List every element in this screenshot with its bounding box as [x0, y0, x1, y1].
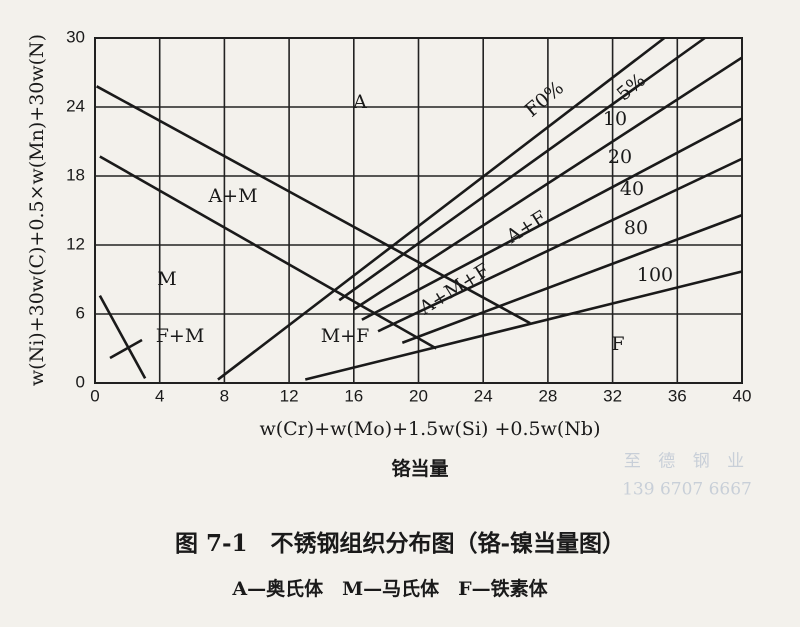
x-tick-label: 8: [220, 386, 229, 405]
region-label: F+M: [156, 325, 205, 347]
pointer: [109, 338, 143, 360]
boundary-line: [401, 213, 743, 344]
y-tick-label: 30: [66, 27, 85, 46]
watermark: 至 德 钢 业: [624, 452, 750, 472]
boundary-line: [95, 85, 531, 325]
series-label: 80: [624, 217, 648, 239]
region-label: A+M: [207, 185, 257, 207]
boundary-line: [98, 294, 147, 380]
y-tick-label: 12: [66, 234, 85, 253]
boundary-line: [377, 157, 743, 333]
region-label: M: [157, 268, 176, 290]
legend-caption: A—奥氏体 M—马氏体 F—铁素体: [231, 577, 548, 600]
x-axis-title: w(Cr)+w(Mo)+1.5w(Si) +0.5w(Nb): [260, 418, 601, 440]
region-label: M+F: [321, 325, 370, 347]
boundary-line: [99, 155, 437, 350]
boundary-line: [361, 117, 743, 321]
y-tick-label: 6: [76, 303, 85, 322]
y-tick-label: 24: [66, 96, 85, 115]
x-tick-label: 36: [668, 386, 687, 405]
series-label: 40: [620, 178, 644, 200]
series-label: 10: [603, 108, 627, 130]
watermark: 139 6707 6667: [622, 480, 752, 500]
series-label: 20: [608, 146, 632, 168]
x-tick-label: 32: [603, 386, 622, 405]
series-label: 100: [637, 264, 673, 286]
x-tick-label: 0: [90, 386, 99, 405]
y-tick-label: 0: [76, 372, 85, 391]
x-tick-label: 40: [733, 386, 752, 405]
region-label: A+M+F: [415, 259, 494, 320]
boundary-line: [217, 36, 666, 381]
x-tick-label: 28: [538, 386, 557, 405]
x-tick-label: 20: [409, 386, 428, 405]
caption: 图 7-1 不锈钢组织分布图（铬-镍当量图）: [175, 530, 625, 557]
region-label: A: [352, 91, 367, 113]
x-tick-label: 24: [474, 386, 493, 405]
x-tick-label: 16: [344, 386, 363, 405]
boundary-line: [338, 36, 706, 302]
boundary-line: [353, 56, 743, 311]
series-label: F0%: [521, 77, 568, 122]
y-axis-title: w(Ni)+30w(C)+0.5×w(Mn)+30w(N): [26, 34, 48, 386]
region-label: F: [611, 333, 624, 355]
x-tick-label: 4: [155, 386, 164, 405]
y-tick-label: 18: [66, 165, 85, 184]
x-tick-label: 12: [280, 386, 299, 405]
x-axis-subtitle: 铬当量: [391, 457, 448, 480]
boundary-line: [304, 270, 743, 381]
